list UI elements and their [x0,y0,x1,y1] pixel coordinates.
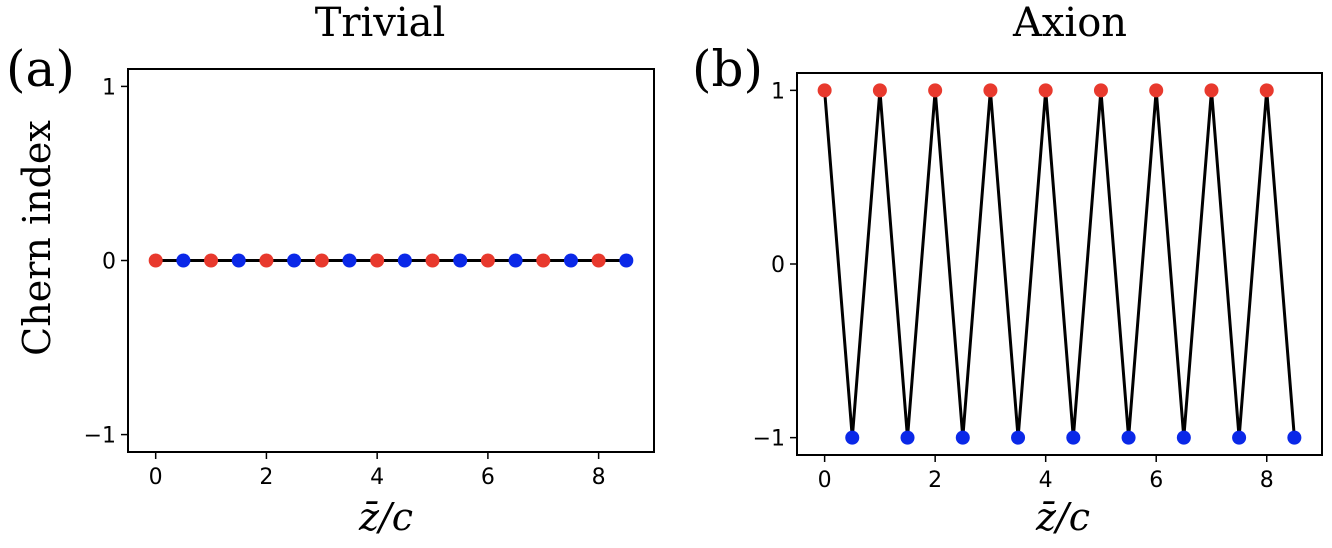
data-point-blue [1176,430,1191,445]
chart-title: Trivial [315,0,446,46]
data-point-blue [231,253,246,268]
data-point-blue [1066,430,1081,445]
y-tick-label: −1 [84,424,116,449]
plot-area: 0 2 4 6 8 −1 0 1 [84,68,655,490]
x-tick-label: 0 [818,468,832,493]
data-point-blue [900,430,915,445]
x-tick-label: 4 [370,465,384,490]
x-tick-label: 2 [259,465,273,490]
y-tick-label: 0 [771,253,785,278]
data-point-blue [619,253,634,268]
plot-area: 0 2 4 6 8 −1 0 1 [753,72,1323,493]
series-line [823,90,1296,438]
panel-label: (a) [6,40,75,98]
data-point-blue [342,253,357,268]
x-axis-label: z̄/c [358,495,413,539]
data-point-red [1204,83,1219,98]
data-point-red [370,253,385,268]
data-point-blue [176,253,191,268]
y-tick-label: 1 [102,75,116,100]
data-point-blue [508,253,523,268]
data-point-red [314,253,329,268]
y-tick-label: −1 [753,427,785,452]
data-point-blue [397,253,412,268]
y-axis-label: Chern index [15,120,59,356]
data-point-blue [1232,430,1247,445]
data-point-red [591,253,606,268]
data-point-red [1093,83,1108,98]
data-point-red [983,83,998,98]
data-point-red [872,83,887,98]
panel-label: (b) [692,40,763,98]
x-tick-label: 6 [481,465,495,490]
chart-title: Axion [1012,0,1127,46]
data-point-red [480,253,495,268]
y-tick-label: 1 [771,79,785,104]
data-point-red [148,253,163,268]
data-point-blue [453,253,468,268]
x-tick-label: 6 [1149,468,1163,493]
data-point-red [1038,83,1053,98]
data-point-blue [845,430,860,445]
x-tick-label: 4 [1039,468,1053,493]
panel-axion: Axion (b) z̄/c 0 2 4 6 8 −1 0 1 [692,0,1323,539]
data-point-red [536,253,551,268]
data-point-red [204,253,219,268]
x-tick-label: 0 [149,465,163,490]
data-point-blue [563,253,578,268]
data-point-blue [1121,430,1136,445]
panel-trivial: Trivial (a) Chern index z̄/c 0 2 4 6 8 −1 0 1 [6,0,655,539]
data-point-red [425,253,440,268]
data-point-red [817,83,832,98]
x-tick-label: 8 [592,465,606,490]
y-tick-label: 0 [102,250,116,275]
data-point-blue [1011,430,1026,445]
x-tick-label: 8 [1260,468,1274,493]
data-point-blue [287,253,302,268]
x-tick-label: 2 [928,468,942,493]
data-point-red [259,253,274,268]
data-point-blue [955,430,970,445]
data-point-blue [1287,430,1302,445]
data-point-red [1259,83,1274,98]
x-axis-label: z̄/c [1035,495,1090,539]
data-point-red [928,83,943,98]
data-point-red [1149,83,1164,98]
